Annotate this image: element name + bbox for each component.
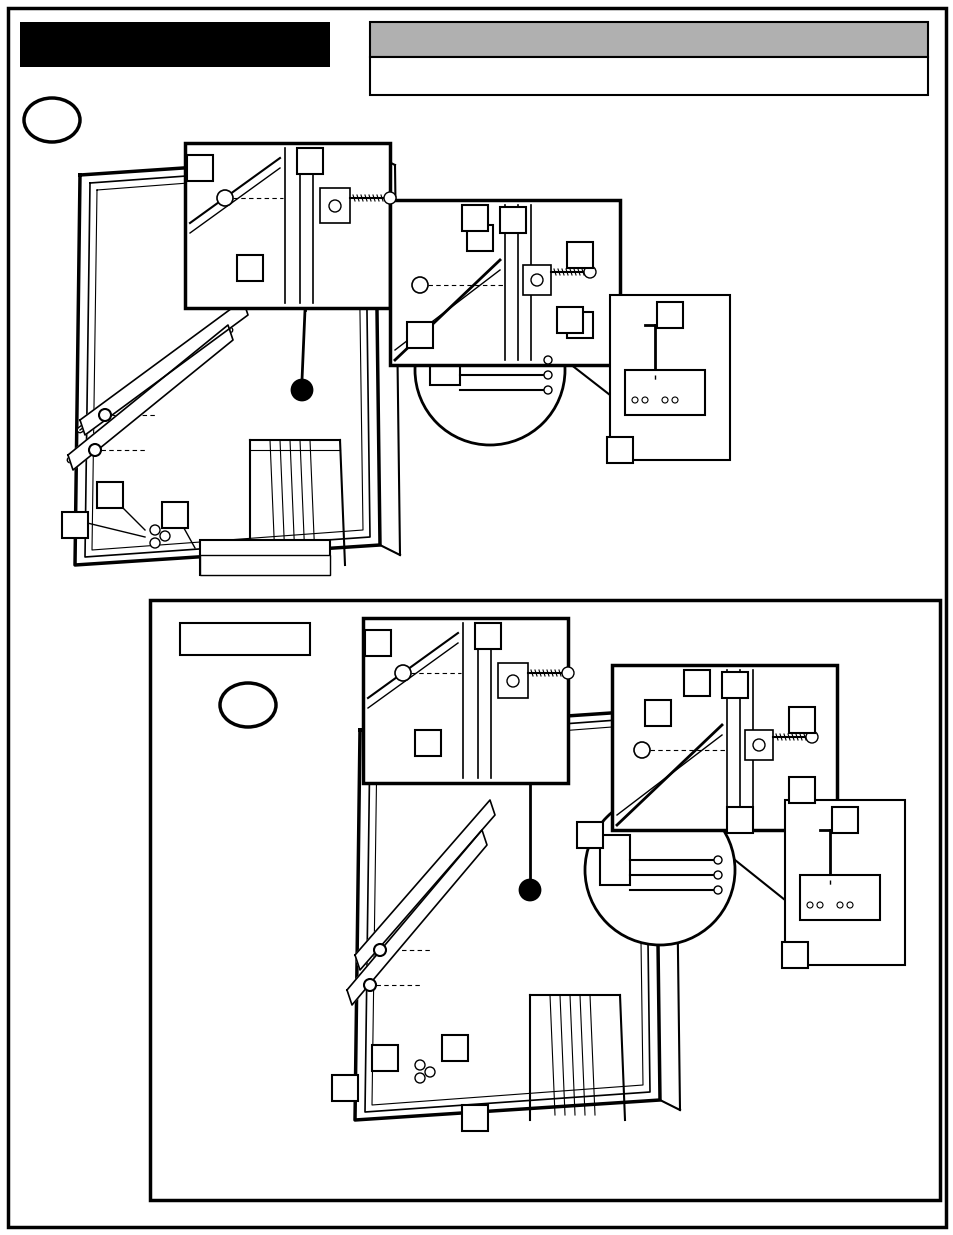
Circle shape xyxy=(752,739,764,751)
Ellipse shape xyxy=(220,683,275,727)
Bar xyxy=(721,672,747,698)
Polygon shape xyxy=(68,325,233,471)
Bar xyxy=(612,664,836,830)
Circle shape xyxy=(374,944,386,956)
Polygon shape xyxy=(347,830,486,1005)
Bar xyxy=(624,370,704,415)
Circle shape xyxy=(89,445,101,456)
Bar xyxy=(372,1045,397,1071)
Bar xyxy=(200,555,330,576)
Bar xyxy=(390,200,619,366)
Circle shape xyxy=(415,295,564,445)
Bar xyxy=(20,22,330,67)
Bar xyxy=(499,207,525,233)
Circle shape xyxy=(583,266,596,278)
Bar xyxy=(365,630,391,656)
Circle shape xyxy=(543,356,552,364)
Bar xyxy=(781,942,807,968)
Circle shape xyxy=(713,871,721,879)
Bar xyxy=(683,671,709,697)
Circle shape xyxy=(661,396,667,403)
Circle shape xyxy=(806,902,812,908)
Circle shape xyxy=(415,1073,424,1083)
Bar xyxy=(566,242,593,268)
Circle shape xyxy=(160,531,170,541)
Circle shape xyxy=(99,409,111,421)
Circle shape xyxy=(846,902,852,908)
Circle shape xyxy=(364,979,375,990)
Circle shape xyxy=(634,742,649,758)
Circle shape xyxy=(543,370,552,379)
Bar xyxy=(497,663,527,698)
Circle shape xyxy=(415,1060,424,1070)
Bar xyxy=(150,600,939,1200)
Circle shape xyxy=(836,902,842,908)
Bar xyxy=(784,800,904,965)
Bar xyxy=(185,143,390,308)
Circle shape xyxy=(412,277,428,293)
Polygon shape xyxy=(80,300,248,435)
Bar xyxy=(162,501,188,529)
Circle shape xyxy=(713,885,721,894)
Bar xyxy=(441,1035,468,1061)
Bar xyxy=(475,622,500,650)
Circle shape xyxy=(584,795,734,945)
Circle shape xyxy=(395,664,411,680)
Bar xyxy=(467,225,493,251)
Bar xyxy=(363,618,567,783)
Bar xyxy=(522,266,551,295)
Bar xyxy=(370,57,927,95)
Bar xyxy=(319,188,350,224)
Circle shape xyxy=(384,191,395,204)
Bar xyxy=(407,322,433,348)
Bar xyxy=(609,295,729,459)
Circle shape xyxy=(805,731,817,743)
Bar xyxy=(430,335,459,385)
Bar xyxy=(180,622,310,655)
Bar xyxy=(644,700,670,726)
Circle shape xyxy=(641,396,647,403)
Bar xyxy=(236,254,263,282)
Bar xyxy=(744,730,772,760)
Circle shape xyxy=(631,396,638,403)
Bar xyxy=(415,730,440,756)
Bar xyxy=(566,312,593,338)
Polygon shape xyxy=(355,800,495,969)
Circle shape xyxy=(329,200,340,212)
Ellipse shape xyxy=(24,98,80,142)
Bar xyxy=(461,1105,488,1131)
Circle shape xyxy=(424,1067,435,1077)
Bar xyxy=(577,823,602,848)
Bar xyxy=(726,806,752,832)
Circle shape xyxy=(531,274,542,287)
Bar xyxy=(557,308,582,333)
Bar xyxy=(62,513,88,538)
Bar xyxy=(657,303,682,329)
Circle shape xyxy=(713,856,721,864)
Circle shape xyxy=(561,667,574,679)
Bar xyxy=(800,876,879,920)
Circle shape xyxy=(816,902,822,908)
Circle shape xyxy=(519,881,539,900)
Bar xyxy=(461,205,488,231)
Bar xyxy=(97,482,123,508)
Circle shape xyxy=(506,676,518,687)
Bar xyxy=(606,437,633,463)
Bar xyxy=(788,777,814,803)
Bar xyxy=(296,148,323,174)
Bar xyxy=(831,806,857,832)
Circle shape xyxy=(671,396,678,403)
Bar xyxy=(370,22,927,57)
Bar xyxy=(599,835,629,885)
Circle shape xyxy=(216,190,233,206)
Circle shape xyxy=(543,387,552,394)
Bar xyxy=(788,706,814,734)
Circle shape xyxy=(292,380,312,400)
Circle shape xyxy=(150,525,160,535)
Circle shape xyxy=(150,538,160,548)
Bar xyxy=(200,540,330,576)
Bar xyxy=(187,156,213,182)
Bar xyxy=(332,1074,357,1100)
